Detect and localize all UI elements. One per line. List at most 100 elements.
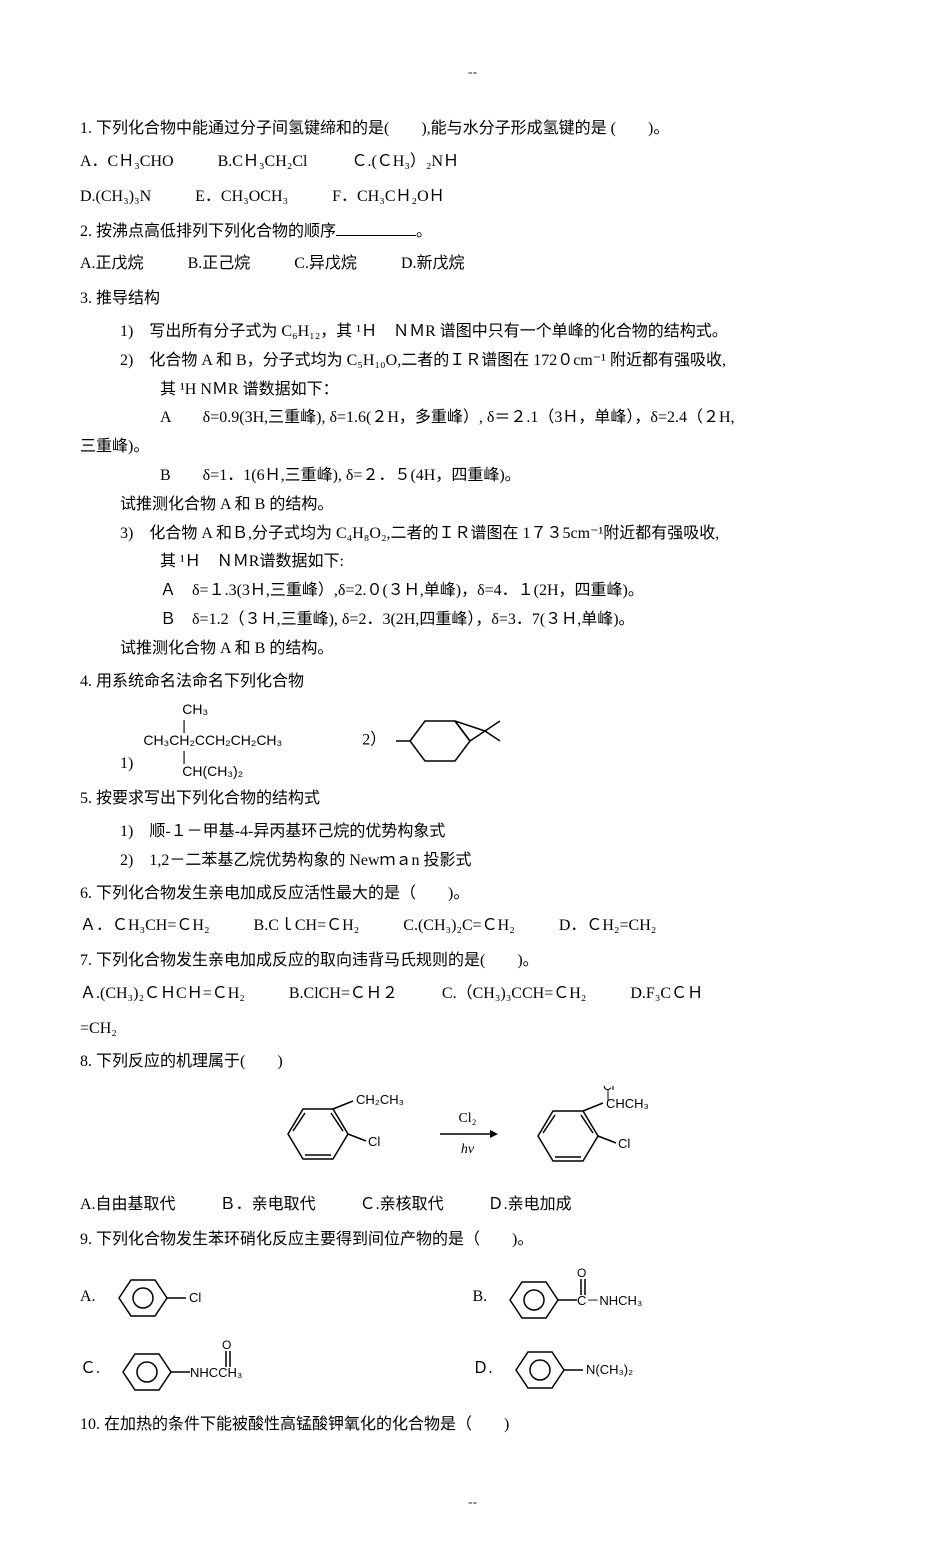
q8-reagent-bot: hv <box>438 1142 498 1157</box>
q4-structures: 1) CH₃ | CH₃CH₂CCH₂CH₂CH₃ | CH(CH₃)₂ 2） <box>120 702 865 779</box>
q3-part2-a1: A δ=0.9(3H,三重峰), δ=1.6(２H，多重峰）, δ＝２.1（3Ｈ… <box>160 404 865 433</box>
q9-text: 下列化合物发生苯环硝化反应主要得到间位产物的是（ )。 <box>96 1231 533 1248</box>
q8-arrow: Cl₂ hv <box>438 1111 498 1157</box>
q5-part2: 2) 1,2－二苯基乙烷优势构象的 Newｍａn 投影式 <box>120 847 865 876</box>
q4-s1-l2: | <box>143 718 282 733</box>
q7-num: 7. <box>80 952 92 969</box>
q8-opt-a: A.自由基取代 <box>80 1196 176 1213</box>
q2-text-before: 按沸点高低排列下列化合物的顺序 <box>96 223 336 240</box>
q9-b-o: O <box>577 1267 586 1280</box>
q6-opt-b: B.CｌCH=ＣH₂ <box>254 917 360 934</box>
q2-options: A.正戊烷 B.正己烷 C.异戊烷 D.新戊烷 <box>80 250 865 279</box>
q1-text: 下列化合物中能通过分子间氢键缔和的是( ),能与水分子形成氢键的是 ( )。 <box>96 120 669 137</box>
q7-opt-d-cont: =CH₂ <box>80 1015 865 1044</box>
q9-d-sub: N(CH₃)₂ <box>586 1362 633 1377</box>
q6-num: 6. <box>80 885 92 902</box>
q4-s2-label: 2） <box>362 731 386 748</box>
q9-opt-a: A. Cl <box>80 1267 473 1327</box>
question-1: 1. 下列化合物中能通过分子间氢键缔和的是( ),能与水分子形成氢键的是 ( )… <box>80 115 865 144</box>
q8-num: 8. <box>80 1053 92 1070</box>
q3-part1: 1) 写出所有分子式为 C₆H₁₂，其 ¹Ｈ ＮＭR 谱图中只有一个单峰的化合物… <box>120 318 865 347</box>
question-10: 10. 在加热的条件下能被酸性高锰酸钾氧化的化合物是（ ) <box>80 1411 865 1440</box>
q3-part3a: 3) 化合物 A 和Ｂ,分子式均为 C₄H₈O₂,二者的ＩＲ谱图在 1７３5cm… <box>120 520 865 549</box>
q4-text: 用系统命名法命名下列化合物 <box>96 673 304 690</box>
q3-part2a: 2) 化合物 A 和 B，分子式均为 C₅H₁₀O,二者的ＩＲ谱图在 172０c… <box>120 347 865 376</box>
q5-num: 5. <box>80 790 92 807</box>
q10-num: 10. <box>80 1416 100 1433</box>
q4-s1-l4: | <box>143 749 282 764</box>
reaction-arrow-icon <box>438 1128 498 1140</box>
question-5: 5. 按要求写出下列化合物的结构式 <box>80 785 865 814</box>
q2-opt-d: D.新戊烷 <box>401 255 465 272</box>
q2-text-after: 。 <box>416 223 432 240</box>
q2-opt-a: A.正戊烷 <box>80 255 144 272</box>
q9-opt-c: Ｃ. O NHCCH₃ <box>80 1339 473 1399</box>
q1-num: 1. <box>80 120 92 137</box>
q9-a-label: A. <box>80 1283 96 1312</box>
q1-opt-e: E．CH₃OCH₃ <box>195 188 288 205</box>
q8-reactant-cl: Cl <box>368 1134 380 1149</box>
q1-options-row1: A．CＨ₃CHO B.CＨ₃CH₂Cl Ｃ.(ＣH₃）₂NＨ <box>80 148 865 177</box>
q9-c-o: O <box>222 1339 231 1352</box>
q3-num: 3. <box>80 290 92 307</box>
question-2: 2. 按沸点高低排列下列化合物的顺序 。 <box>80 218 865 247</box>
q4-s1-formula: CH₃ | CH₃CH₂CCH₂CH₂CH₃ | CH(CH₃)₂ <box>143 702 282 779</box>
q8-product-structure: Cl CHCH₃ Cl <box>518 1086 678 1181</box>
q6-opt-d: D．ＣH₂=CH₂ <box>559 917 657 934</box>
q5-part1: 1) 顺-１－甲基-4-异丙基环己烷的优势构象式 <box>120 818 865 847</box>
question-9: 9. 下列化合物发生苯环硝化反应主要得到间位产物的是（ )。 <box>80 1226 865 1255</box>
q1-opt-a: A．CＨ₃CHO <box>80 153 174 170</box>
q3-part2b: 其 ¹H NＭR 谱数据如下： <box>160 376 865 405</box>
q9-num: 9. <box>80 1231 92 1248</box>
q3-part2-a2: 三重峰)。 <box>80 433 865 462</box>
q9-d-label: Ｄ. <box>473 1355 493 1384</box>
q4-num: 4. <box>80 673 92 690</box>
page-header-mark: -- <box>80 60 865 85</box>
q9-b-sub: C－NHCH₃ <box>577 1293 642 1308</box>
q4-s1-l1: CH₃ <box>143 702 282 717</box>
q6-text: 下列化合物发生亲电加成反应活性最大的是（ )。 <box>96 885 469 902</box>
q8-opt-d: Ｄ.亲电加成 <box>488 1196 572 1213</box>
q9-c-sub: NHCCH₃ <box>190 1365 242 1380</box>
chlorobenzene-icon: Cl <box>104 1270 214 1325</box>
q3-part3b: 其 ¹Ｈ ＮＭR谱数据如下: <box>160 548 865 577</box>
q7-opt-c: C.（CH₃)₃CCH=ＣH₂ <box>442 985 586 1002</box>
q6-opt-a: Ａ．ＣH₃CH=ＣH₂ <box>80 917 210 934</box>
q4-structure-1: 1) CH₃ | CH₃CH₂CCH₂CH₂CH₃ | CH(CH₃)₂ <box>120 702 282 779</box>
q4-structure-2: 2） <box>362 706 510 776</box>
question-6: 6. 下列化合物发生亲电加成反应活性最大的是（ )。 <box>80 880 865 909</box>
q9-options: A. Cl B. O C－NHCH₃ Ｃ. <box>80 1261 865 1405</box>
q8-product-cl-top: Cl <box>603 1086 614 1093</box>
q8-reactant-ch2ch3: CH₂CH₃ <box>356 1092 404 1107</box>
q7-options: Ａ.(CH₃)₂ＣＨCＨ=ＣH₂ B.ClCH=ＣＨ２ C.（CH₃)₃CCH=… <box>80 980 865 1009</box>
benzamide-icon: O C－NHCH₃ <box>495 1267 675 1327</box>
question-4: 4. 用系统命名法命名下列化合物 <box>80 668 865 697</box>
q3-part3-b2: Ｂ δ=1.2（３Ｈ,三重峰), δ=2．3(2H,四重峰），δ=3．7(３Ｈ,… <box>160 606 865 635</box>
q8-reaction: CH₂CH₃ Cl Cl₂ hv Cl CHCH₃ Cl <box>80 1086 865 1181</box>
q9-a-sub: Cl <box>189 1290 201 1305</box>
q8-opt-c: Ｃ.亲核取代 <box>360 1196 444 1213</box>
bicyclic-structure-icon <box>390 706 510 776</box>
dimethylaniline-icon: N(CH₃)₂ <box>501 1342 671 1397</box>
q2-opt-c: C.异戊烷 <box>294 255 357 272</box>
q3-part2-end: 试推测化合物 A 和 B 的结构。 <box>120 491 865 520</box>
q3-part3-a: Ａ δ=１.3(3Ｈ,三重峰）,δ=2.０(３Ｈ,单峰)，δ=4．１(2H，四重… <box>160 577 865 606</box>
q8-reactant-structure: CH₂CH₃ Cl <box>268 1089 418 1179</box>
q9-b-label: B. <box>473 1283 488 1312</box>
q7-opt-b: B.ClCH=ＣＨ２ <box>289 985 398 1002</box>
q2-blank <box>336 219 416 236</box>
q9-opt-b: B. O C－NHCH₃ <box>473 1267 866 1327</box>
q5-text: 按要求写出下列化合物的结构式 <box>96 790 320 807</box>
q8-reagent-top: Cl₂ <box>438 1111 498 1126</box>
acetanilide-icon: O NHCCH₃ <box>108 1339 298 1399</box>
q2-opt-b: B.正己烷 <box>188 255 251 272</box>
q7-text: 下列化合物发生亲电加成反应的取向违背马氏规则的是( )。 <box>96 952 539 969</box>
q8-text: 下列反应的机理属于( ) <box>96 1053 283 1070</box>
q1-opt-d: D.(CH₃)₃N <box>80 188 151 205</box>
q6-opt-c: C.(CH₃)₂C=ＣH₂ <box>403 917 515 934</box>
question-7: 7. 下列化合物发生亲电加成反应的取向违背马氏规则的是( )。 <box>80 947 865 976</box>
q10-text: 在加热的条件下能被酸性高锰酸钾氧化的化合物是（ ) <box>104 1416 509 1433</box>
q2-num: 2. <box>80 223 92 240</box>
q9-c-label: Ｃ. <box>80 1355 100 1384</box>
q7-opt-d: D.F₃CＣＨ <box>630 985 703 1002</box>
